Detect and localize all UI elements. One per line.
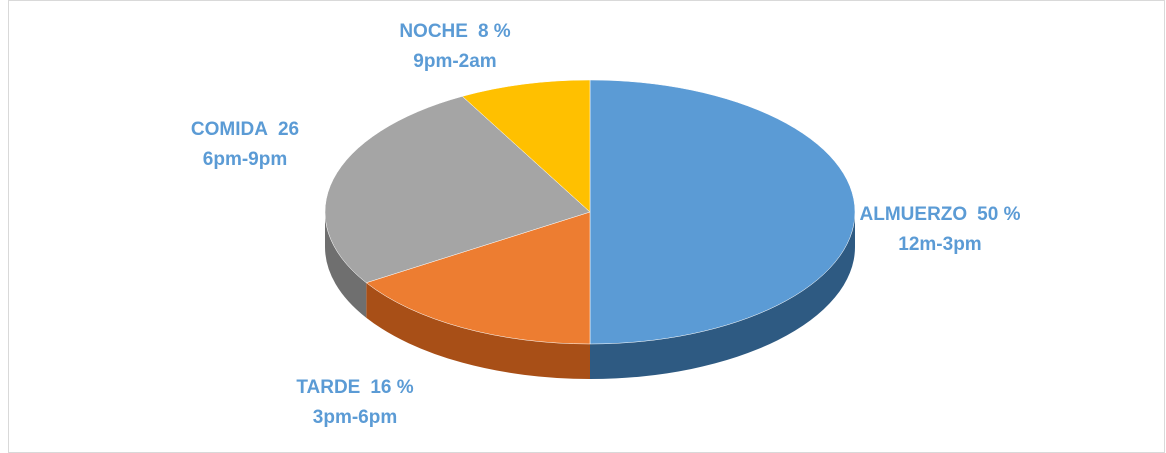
slice bbox=[365, 211, 591, 345]
time-range-label: 3pm-6pm bbox=[313, 407, 397, 428]
slice bbox=[589, 79, 856, 345]
data-label: ALMUERZO 50 % bbox=[860, 204, 1021, 225]
slice-side bbox=[366, 282, 590, 379]
time-range-label: 9pm-2am bbox=[413, 51, 496, 72]
data-label: COMIDA 26 bbox=[191, 119, 299, 140]
value-label: 16 % bbox=[370, 377, 413, 398]
slice bbox=[324, 96, 591, 284]
time-range-label: 12m-3pm bbox=[898, 234, 981, 255]
value-label: 50 % bbox=[977, 204, 1020, 225]
category-label: TARDE bbox=[296, 377, 360, 398]
slice bbox=[461, 79, 591, 213]
category-label: ALMUERZO bbox=[860, 204, 968, 225]
time-range-label: 6pm-9pm bbox=[203, 149, 287, 170]
value-label: 8 % bbox=[478, 21, 511, 42]
value-label: 26 bbox=[278, 119, 299, 140]
slice-side bbox=[590, 212, 855, 379]
data-label: NOCHE 8 % bbox=[399, 21, 510, 42]
category-label: COMIDA bbox=[191, 119, 268, 140]
category-label: NOCHE bbox=[399, 21, 468, 42]
slice-side bbox=[325, 212, 367, 318]
data-label: TARDE 16 % bbox=[296, 377, 413, 398]
